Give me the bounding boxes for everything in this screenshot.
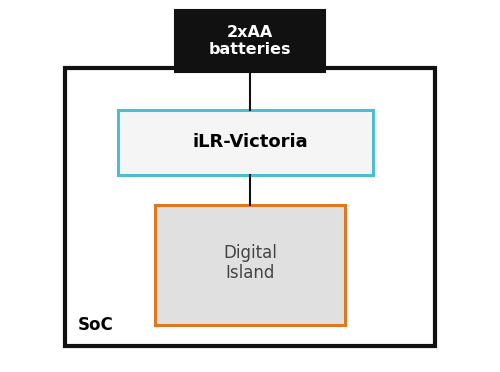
Text: iLR-Victoria: iLR-Victoria [192, 133, 308, 151]
Bar [118, 110, 373, 175]
Text: SoC: SoC [78, 316, 114, 334]
Bar [155, 205, 345, 325]
Text: 2xAA
batteries: 2xAA batteries [209, 25, 291, 57]
Bar [175, 10, 325, 72]
Text: Digital
Island: Digital Island [223, 244, 277, 282]
Bar [65, 68, 435, 346]
